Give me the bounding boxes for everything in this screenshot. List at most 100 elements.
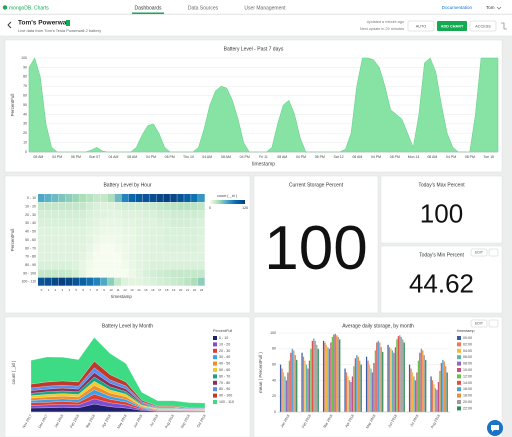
- heatmap-cell: [114, 202, 122, 211]
- more-button[interactable]: [488, 248, 499, 257]
- bar: [388, 347, 391, 412]
- x-tick-label: Mar 2018: [85, 414, 96, 429]
- more-button[interactable]: [488, 319, 499, 328]
- chart-title: Current Storage Percent: [289, 182, 344, 188]
- heatmap-cell: [51, 202, 59, 211]
- legend-label: 0 - 10: [219, 336, 228, 340]
- tab[interactable]: Data Sources: [188, 5, 219, 11]
- y-tick-label: 100 - 110: [21, 280, 36, 284]
- heatmap-cell: [142, 210, 150, 219]
- bar: [328, 348, 331, 412]
- heatmap-cell: [198, 244, 205, 253]
- heatmap-cell: [184, 244, 191, 253]
- access-button-label[interactable]: ACCESS: [475, 24, 491, 28]
- auto-button[interactable]: [407, 20, 435, 32]
- heatmap-cell: [72, 235, 80, 244]
- tab[interactable]: User Management: [244, 5, 286, 11]
- legend-swatch: [457, 368, 461, 372]
- x-tick-label: 04 AM: [108, 155, 118, 159]
- heatmap-cell: [58, 210, 66, 219]
- legend-max: 126: [242, 206, 248, 210]
- heatmap-cell: [170, 210, 177, 219]
- heatmap-cell: [170, 202, 177, 211]
- legend-label: 14:00: [463, 381, 472, 385]
- bar: [367, 360, 369, 412]
- heatmap-cell: [142, 252, 150, 261]
- bar: [423, 355, 425, 412]
- heatmap-cell: [128, 252, 136, 261]
- x-axis-label: timestamp: [111, 294, 132, 299]
- x-tick-label: Jun 2018: [387, 414, 398, 429]
- x-tick-label: 22: [193, 288, 197, 292]
- x-tick-label: 21: [186, 288, 190, 292]
- legend-title: PercentFull: [213, 329, 232, 333]
- x-tick-label: 08 PM: [465, 155, 475, 159]
- heatmap-cell: [44, 194, 52, 203]
- heatmap-cell: [44, 219, 52, 228]
- y-tick-label: 0: [274, 410, 276, 414]
- user-menu[interactable]: Tom: [486, 5, 495, 10]
- heatmap-cell: [44, 244, 52, 253]
- access-button[interactable]: [469, 20, 497, 32]
- heatmap-cell: [191, 260, 198, 269]
- x-tick-label: Sat 12: [333, 155, 343, 159]
- heatmap-cell: [51, 244, 59, 253]
- y-tick-label: 0: [25, 150, 27, 154]
- bar: [380, 347, 382, 412]
- heatmap-cell: [100, 210, 108, 219]
- heatmap-cell: [184, 252, 191, 261]
- bar: [322, 340, 325, 412]
- bar: [279, 364, 282, 412]
- heatmap-cell: [58, 235, 66, 244]
- x-tick-label: Apr 2018: [101, 414, 112, 428]
- heatmap-cell: [51, 235, 59, 244]
- heatmap-cell: [142, 194, 150, 203]
- y-tick-label: 20 - 30: [25, 213, 36, 217]
- documentation-link[interactable]: Documentation: [442, 5, 473, 10]
- heatmap-cell: [72, 210, 80, 219]
- legend-label: 18:00: [463, 394, 472, 398]
- logo[interactable]: mongoDB. Charts: [9, 5, 49, 11]
- edit-button[interactable]: [470, 248, 488, 257]
- heatmap-cell: [93, 244, 101, 253]
- edit-button-label[interactable]: EDIT: [475, 251, 484, 255]
- heatmap-cell: [170, 219, 177, 228]
- heatmap-cell: [177, 235, 184, 244]
- bar: [347, 376, 349, 412]
- x-tick-label: Jun 2018: [133, 414, 144, 429]
- bar: [290, 352, 292, 412]
- bar: [316, 344, 318, 412]
- y-tick-label: 30: [23, 122, 27, 126]
- heatmap-cell: [65, 244, 73, 253]
- bar: [324, 342, 326, 412]
- heatmap-cell: [177, 227, 184, 236]
- x-tick-label: 04 PM: [52, 155, 62, 159]
- bar: [370, 368, 372, 412]
- add-chart-label[interactable]: ADD CHART: [441, 24, 464, 28]
- edit-button[interactable]: [470, 319, 488, 328]
- y-tick-label: 40: [23, 112, 27, 116]
- heatmap-cell: [93, 252, 101, 261]
- heatmap-cell: [170, 227, 177, 236]
- edit-button-label[interactable]: EDIT: [475, 322, 484, 326]
- add-chart-button[interactable]: [437, 21, 467, 31]
- heatmap-cell: [135, 202, 143, 211]
- heatmap-cell: [65, 210, 73, 219]
- legend-title: timestamp: [457, 329, 475, 333]
- bar: [314, 340, 316, 412]
- active-tab-underline: [132, 12, 164, 14]
- back-button[interactable]: [7, 21, 12, 29]
- tab[interactable]: Dashboards: [135, 5, 162, 11]
- heatmap-cell: [135, 219, 143, 228]
- heatmap-cell: [184, 277, 191, 286]
- heatmap-cell: [163, 235, 170, 244]
- x-tick-label: Feb 2018: [69, 414, 80, 429]
- heatmap-cell: [65, 252, 73, 261]
- bar: [413, 376, 415, 412]
- fullscreen-button[interactable]: [501, 22, 507, 30]
- heatmap-cell: [191, 244, 198, 253]
- heatmap-cell: [100, 235, 108, 244]
- y-tick-label: 60: [272, 363, 276, 367]
- auto-button-label[interactable]: AUTO: [416, 24, 427, 28]
